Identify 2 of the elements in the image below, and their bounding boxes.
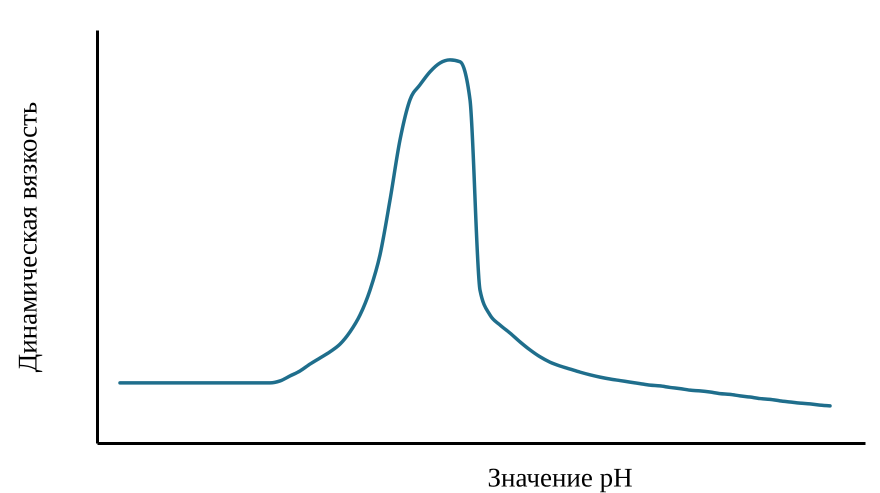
y-axis-title: Динамическая вязкость [12,102,42,372]
x-axis-title: Значение pH [488,462,633,492]
